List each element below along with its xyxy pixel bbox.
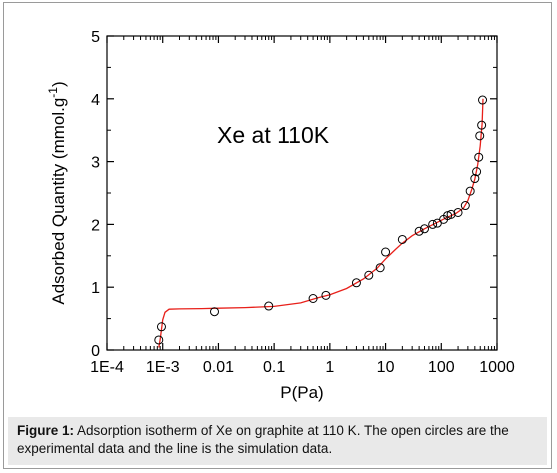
- data-point: [460, 201, 470, 211]
- y-tick-label: 5: [91, 29, 100, 46]
- data-point: [321, 290, 331, 300]
- y-tick-label: 2: [91, 217, 100, 234]
- chart-annotation: Xe at 110K: [217, 122, 330, 148]
- figure-frame: [3, 2, 552, 469]
- data-point: [381, 247, 391, 257]
- x-tick-label: 0.1: [263, 359, 285, 376]
- x-tick-label: 10: [377, 359, 395, 376]
- data-point: [264, 301, 274, 311]
- x-tick-label: 0.01: [203, 359, 234, 376]
- y-axis-title: Adsorbed Quantity (mmol.g-1): [46, 81, 68, 304]
- x-tick-label: 100: [428, 359, 455, 376]
- data-point: [308, 294, 318, 304]
- data-point: [465, 186, 475, 196]
- figure-caption: Figure 1: Adsorption isotherm of Xe on g…: [8, 417, 547, 465]
- data-point: [470, 174, 480, 184]
- data-point: [453, 207, 463, 217]
- x-axis-title: P(Pa): [280, 383, 323, 402]
- data-point: [472, 167, 482, 177]
- data-point: [154, 335, 164, 345]
- y-tick-label: 4: [91, 92, 100, 109]
- y-tick-label: 1: [91, 280, 100, 297]
- simulation-line: [158, 98, 484, 348]
- caption-text: Adsorption isotherm of Xe on graphite at…: [17, 423, 509, 456]
- x-tick-label: 1000: [479, 359, 515, 376]
- data-point: [478, 95, 488, 105]
- data-point: [475, 131, 485, 141]
- data-point: [420, 224, 430, 234]
- isotherm-chart: 1E-4 1E-3 0.01 0.1 1 10 100 1000 0 1 2 3 4 5 P(Pa) Adso…: [46, 29, 515, 402]
- y-tick-label: 3: [91, 155, 100, 172]
- x-tick-label: 1E-4: [90, 359, 124, 376]
- data-point: [375, 263, 385, 273]
- data-point: [364, 270, 374, 280]
- data-point: [428, 219, 438, 229]
- data-point: [351, 278, 361, 288]
- data-point: [397, 234, 407, 244]
- data-point: [477, 120, 487, 130]
- data-point: [474, 152, 484, 162]
- caption-label: Figure 1:: [17, 423, 75, 438]
- x-tick-label: 1E-3: [146, 359, 180, 376]
- data-point: [414, 226, 424, 236]
- y-tick-label: 0: [91, 343, 100, 360]
- data-point: [156, 322, 166, 332]
- x-tick-label: 1: [325, 359, 334, 376]
- data-point: [446, 209, 456, 219]
- data-point: [209, 307, 219, 317]
